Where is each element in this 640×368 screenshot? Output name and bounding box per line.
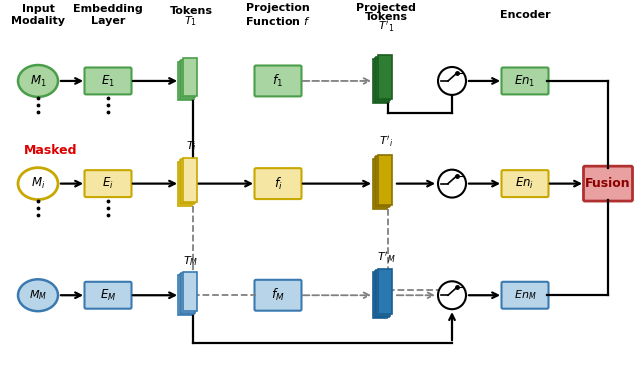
FancyBboxPatch shape — [255, 168, 301, 199]
Text: Masked: Masked — [24, 144, 77, 157]
Bar — [179, 160, 193, 204]
Text: Fusion: Fusion — [585, 177, 631, 190]
Text: Input
Modality: Input Modality — [11, 4, 65, 26]
Bar — [378, 269, 392, 314]
Bar — [178, 275, 192, 315]
Text: $M_M$: $M_M$ — [29, 289, 47, 302]
Text: Tokens: Tokens — [365, 12, 408, 22]
FancyBboxPatch shape — [502, 67, 548, 95]
Text: Embedding
Layer: Embedding Layer — [73, 4, 143, 26]
Text: $T'_i$: $T'_i$ — [379, 134, 393, 149]
FancyBboxPatch shape — [255, 280, 301, 311]
Text: Projection
Function $f$: Projection Function $f$ — [245, 3, 311, 27]
Text: $T_i$: $T_i$ — [186, 139, 196, 153]
Bar — [376, 156, 390, 206]
FancyBboxPatch shape — [502, 170, 548, 197]
Ellipse shape — [18, 168, 58, 199]
FancyBboxPatch shape — [255, 66, 301, 96]
FancyBboxPatch shape — [84, 282, 131, 309]
Text: $En_i$: $En_i$ — [515, 176, 534, 191]
Bar — [181, 273, 195, 313]
Text: $E_1$: $E_1$ — [101, 73, 115, 89]
Bar — [378, 155, 392, 205]
Bar — [178, 62, 192, 100]
Text: $M_i$: $M_i$ — [31, 176, 45, 191]
Bar — [373, 272, 387, 318]
Text: $En_1$: $En_1$ — [515, 73, 536, 89]
FancyBboxPatch shape — [502, 282, 548, 309]
FancyBboxPatch shape — [584, 166, 632, 201]
Bar — [179, 61, 193, 99]
Bar — [376, 270, 390, 316]
Bar — [376, 57, 390, 100]
Bar — [374, 271, 388, 317]
Text: Encoder: Encoder — [500, 10, 550, 20]
FancyBboxPatch shape — [84, 67, 131, 95]
Text: $E_M$: $E_M$ — [100, 288, 116, 303]
Bar — [178, 162, 192, 206]
Bar — [181, 159, 195, 203]
Bar — [378, 55, 392, 99]
Text: $f_i$: $f_i$ — [274, 176, 282, 192]
Ellipse shape — [18, 65, 58, 97]
Bar — [182, 158, 196, 202]
Bar — [374, 58, 388, 102]
Text: $T'_M$: $T'_M$ — [377, 250, 396, 265]
Ellipse shape — [18, 279, 58, 311]
Bar — [373, 59, 387, 103]
Bar — [373, 159, 387, 209]
Text: $f_M$: $f_M$ — [271, 287, 285, 303]
Circle shape — [438, 67, 466, 95]
Text: $En_M$: $En_M$ — [514, 289, 536, 302]
Text: $M_1$: $M_1$ — [29, 73, 46, 89]
Text: Projected: Projected — [356, 3, 416, 13]
Bar — [374, 158, 388, 207]
Text: $T_M$: $T_M$ — [184, 254, 198, 268]
Text: $T'_1$: $T'_1$ — [378, 19, 394, 33]
FancyBboxPatch shape — [84, 170, 131, 197]
Circle shape — [438, 281, 466, 309]
Bar — [181, 60, 195, 98]
Circle shape — [438, 170, 466, 198]
Text: $T_1$: $T_1$ — [184, 14, 198, 28]
Text: $f_1$: $f_1$ — [273, 73, 284, 89]
Bar — [182, 272, 196, 311]
Bar — [182, 58, 196, 96]
Text: $E_i$: $E_i$ — [102, 176, 114, 191]
Text: Tokens: Tokens — [170, 6, 212, 16]
Bar — [179, 274, 193, 314]
